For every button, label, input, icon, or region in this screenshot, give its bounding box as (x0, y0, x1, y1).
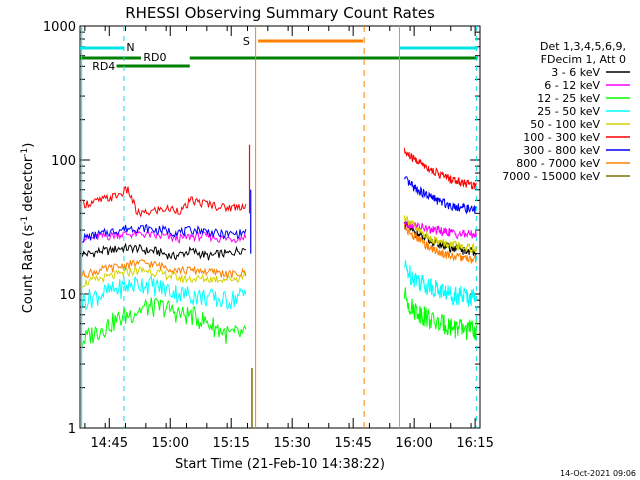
legend-entry: 12 - 25 keV (537, 92, 600, 105)
series-line (403, 215, 477, 254)
plot-frame (79, 25, 481, 429)
x-tick-label: 16:15 (456, 436, 493, 451)
legend-entry: 6 - 12 keV (544, 79, 600, 92)
series-line (82, 266, 247, 288)
y-axis-label-sup: -1 (20, 216, 30, 225)
legend-entry: 3 - 6 keV (551, 66, 600, 79)
legend-header: Det 1,3,4,5,6,9, (540, 40, 626, 53)
x-tick-label: 16:00 (395, 436, 432, 451)
x-tick-label: 14:45 (91, 436, 128, 451)
y-axis-label-sup2: -1 (20, 148, 30, 157)
legend-entry: 25 - 50 keV (537, 105, 600, 118)
x-tick-label: 15:45 (334, 436, 371, 451)
series-line (82, 186, 247, 218)
y-axis-label-tail: detector (21, 156, 36, 216)
series-line (82, 223, 247, 243)
legend-header: FDecim 1, Att 0 (541, 53, 626, 66)
plot-axes: 1 10 100 1000 14:45 15:00 15:15 15:30 15:45 16:00… (43, 20, 494, 451)
y-axis-label-main: Count Rate (s (21, 225, 36, 314)
series-line (81, 259, 247, 279)
y-tick-label: 100 (51, 154, 76, 169)
status-bars: N RD0 RD4 S (80, 35, 478, 73)
y-tick-label: 10 (59, 288, 76, 303)
series-line (82, 228, 247, 244)
x-tick-label: 15:15 (212, 436, 249, 451)
y-tick-label: 1000 (43, 20, 76, 35)
legend-entry: 7000 - 15000 keV (502, 170, 600, 183)
y-tick-label: 1 (68, 422, 76, 437)
series-line (403, 176, 477, 215)
series-line (81, 242, 246, 261)
legend: Det 1,3,4,5,6,9,FDecim 1, Att 03 - 6 keV… (502, 40, 630, 183)
x-tick-label: 15:30 (273, 436, 310, 451)
legend-entry: 100 - 300 keV (523, 131, 600, 144)
series-line (403, 287, 477, 341)
rd0-label: RD0 (143, 51, 166, 64)
s-label: S (243, 35, 250, 48)
legend-entry: 50 - 100 keV (530, 118, 600, 131)
n-label: N (126, 41, 134, 54)
y-axis-label: Count Rate (s-1 detector-1) (20, 143, 36, 314)
x-tick-label: 15:00 (152, 436, 189, 451)
y-axis-label-close: ) (21, 143, 36, 148)
series-line (81, 274, 247, 311)
legend-entry: 300 - 800 keV (523, 144, 600, 157)
series-lines (81, 144, 477, 428)
event-lines (81, 26, 477, 428)
series-line (403, 147, 477, 190)
rd4-label: RD4 (92, 60, 115, 73)
series-line (404, 260, 477, 307)
series-line (81, 297, 247, 346)
chart-title: RHESSI Observing Summary Count Rates (125, 4, 435, 22)
legend-entry: 800 - 7000 keV (516, 157, 600, 170)
footer-date: 14-Oct-2021 09:06 (560, 469, 636, 478)
series-line (403, 223, 477, 264)
x-axis-label: Start Time (21-Feb-10 14:38:22) (175, 457, 385, 472)
